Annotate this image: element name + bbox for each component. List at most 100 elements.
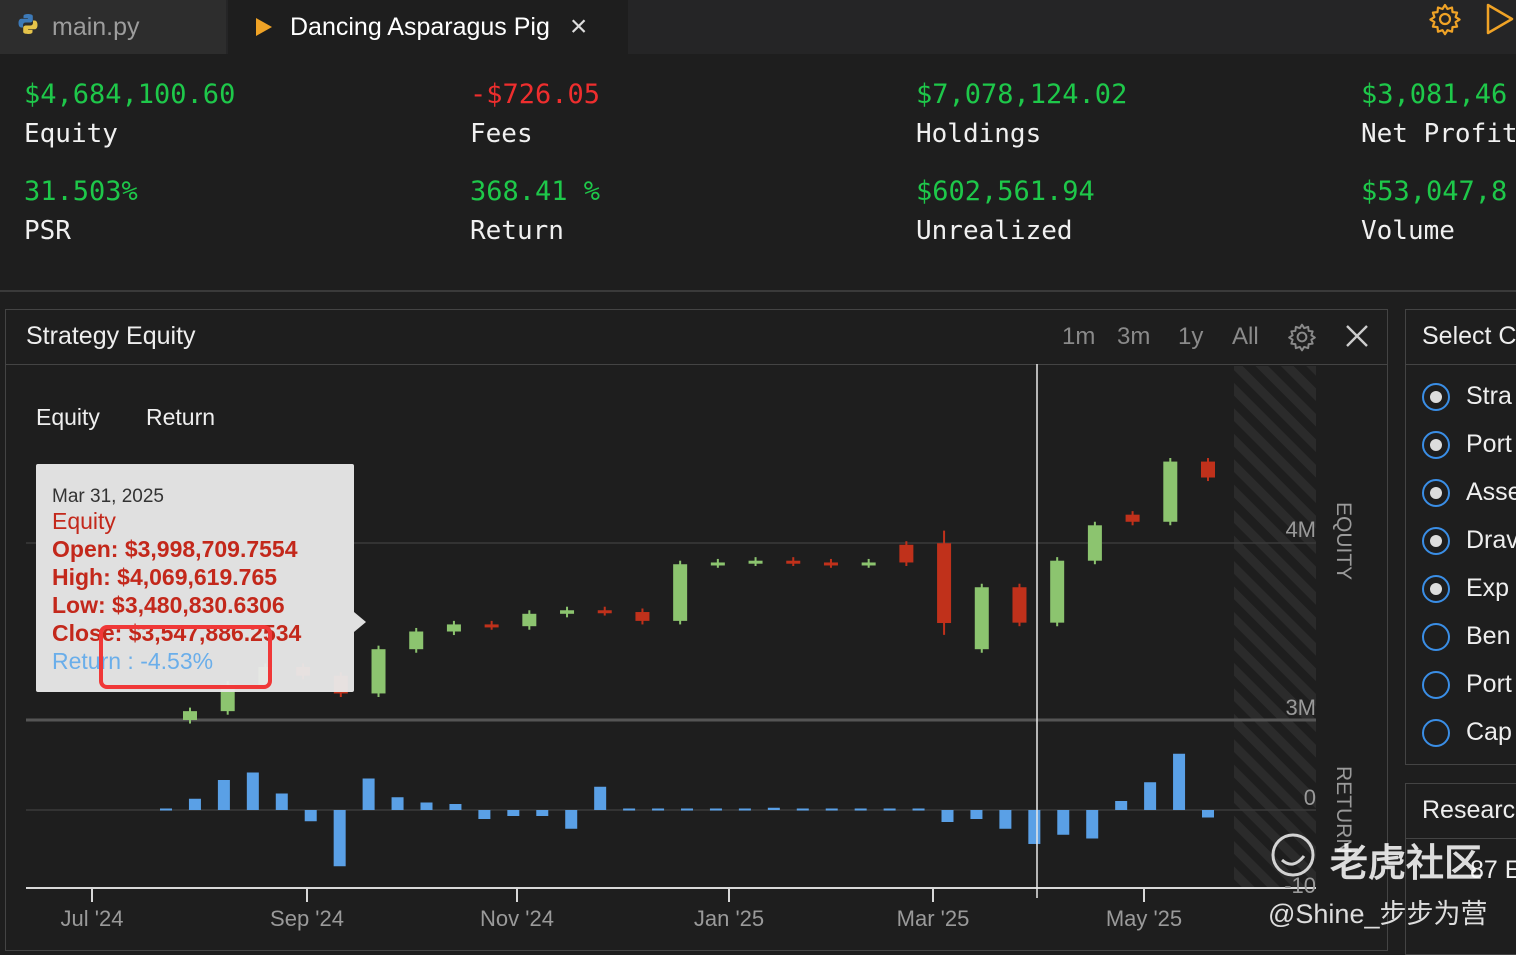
series-option[interactable]: Exp (1422, 574, 1509, 603)
x-tick-label: May '25 (1106, 906, 1182, 931)
candle (1087, 525, 1102, 561)
return-bar (160, 808, 172, 811)
candle (748, 560, 763, 564)
divider (1406, 364, 1516, 365)
range-1y-button[interactable]: 1y (1178, 323, 1204, 350)
radio-unchecked-icon[interactable] (1422, 622, 1450, 651)
radio-unchecked-icon[interactable] (1422, 718, 1450, 747)
watermark-handle: @Shine_步步为营 (1268, 899, 1488, 929)
return-bar (1144, 782, 1157, 810)
candle (597, 610, 612, 614)
x-tick-label: Jan '25 (694, 906, 764, 931)
close-icon[interactable] (1344, 323, 1370, 354)
stats-panel: $4,684,100.60 Equity -$726.05 Fees $7,07… (0, 54, 1516, 290)
tooltip-open: Open: $3,998,709.7554 (52, 536, 298, 562)
stat-label: Holdings (916, 119, 1042, 149)
series-option-label: Cap (1466, 718, 1512, 746)
radio-checked-icon[interactable] (1422, 382, 1450, 411)
radio-dot (1430, 438, 1442, 451)
return-bar (391, 797, 404, 810)
play-icon[interactable] (1484, 2, 1514, 41)
candle (522, 613, 537, 627)
series-option[interactable]: Port (1422, 670, 1512, 699)
stat-label: Unrealized (916, 216, 1073, 246)
series-option-label: Ben (1466, 622, 1511, 650)
return-bar (246, 772, 259, 810)
equity-chart[interactable]: Jul '24 Sep '24 Nov '24 Jan '25 Mar '25 May '… (6, 364, 1386, 944)
candle (974, 587, 989, 650)
candle (861, 562, 876, 566)
tooltip-high: High: $4,069,619.765 (52, 564, 278, 590)
radio-checked-icon[interactable] (1422, 526, 1450, 555)
tooltip-date: Mar 31, 2025 (52, 486, 164, 507)
stat-return: 368.41 % Return (470, 175, 600, 248)
close-icon[interactable]: × (569, 10, 588, 43)
candle (1201, 461, 1215, 478)
tab-main-py[interactable]: main.py (0, 0, 226, 54)
y-axis-title: RETURN (1332, 766, 1355, 854)
watermark-site: 老虎社区 (1330, 843, 1483, 885)
candle (371, 649, 386, 694)
y-tick-label: 4M (1285, 517, 1316, 542)
return-bar (652, 808, 665, 811)
range-1m-button[interactable]: 1m (1062, 323, 1096, 350)
stat-holdings: $7,078,124.02 Holdings (916, 78, 1127, 151)
candle (1163, 461, 1178, 522)
radio-checked-icon[interactable] (1422, 574, 1450, 603)
series-option-label: Drav (1466, 526, 1516, 554)
return-bar (1173, 753, 1186, 810)
radio-unchecked-icon[interactable] (1422, 670, 1450, 699)
tab-bar: main.py Dancing Asparagus Pig × (0, 0, 1516, 54)
series-option-label: Exp (1466, 574, 1510, 602)
candle (1012, 587, 1027, 623)
stat-value: 368.41 % (470, 176, 601, 207)
panel-title: Strategy Equity (26, 322, 196, 350)
stat-equity: $4,684,100.60 Equity (24, 78, 235, 151)
series-option[interactable]: Cap (1422, 718, 1512, 747)
legend-return[interactable]: Return (146, 404, 216, 430)
panel-header: Strategy Equity 1m 3m 1y All (6, 310, 1387, 365)
radio-dot (1430, 390, 1442, 403)
x-tick-label: Nov '24 (480, 906, 554, 931)
return-bar (738, 808, 751, 811)
return-bar (1028, 810, 1041, 844)
legend-equity[interactable]: Equity (36, 404, 100, 430)
series-option[interactable]: Asse (1422, 478, 1516, 507)
highlight-box (99, 625, 272, 689)
range-all-button[interactable]: All (1232, 323, 1259, 350)
stat-label: Fees (470, 119, 533, 149)
radio-checked-icon[interactable] (1422, 430, 1450, 459)
research-text: 87 E (1470, 856, 1516, 884)
tab-dancing-asparagus-pig[interactable]: Dancing Asparagus Pig × (228, 0, 628, 54)
series-option[interactable]: Port (1422, 430, 1512, 459)
radio-checked-icon[interactable] (1422, 478, 1450, 507)
y-tick-label: 0 (1304, 785, 1316, 810)
select-panel-title: Select C (1422, 322, 1516, 350)
stat-value: $4,684,100.60 (24, 79, 236, 110)
gear-icon[interactable] (1287, 322, 1317, 357)
radio-dot (1430, 486, 1442, 499)
range-3m-button[interactable]: 3m (1117, 323, 1151, 350)
research-panel: Researc 87 E (1405, 783, 1516, 955)
stat-label: Net Profit (1361, 119, 1516, 149)
x-tick-label: Jul '24 (61, 906, 124, 931)
gear-icon[interactable] (1428, 2, 1462, 41)
return-bar (883, 808, 896, 811)
series-option[interactable]: Stra (1422, 382, 1512, 411)
return-bar (1202, 810, 1214, 818)
tooltip-return: Return : -4.53% (52, 648, 214, 674)
return-bar (507, 810, 520, 816)
return-bar (1086, 810, 1099, 839)
return-bar (767, 807, 780, 810)
candle (1125, 514, 1140, 522)
return-bar (970, 810, 983, 819)
chart-tooltip: Mar 31, 2025 Equity Open: $3,998,709.755… (36, 464, 366, 692)
return-bar (478, 810, 491, 819)
return-bar (217, 780, 230, 810)
y-axis-title: EQUITY (1332, 502, 1355, 580)
series-option[interactable]: Drav (1422, 526, 1516, 555)
series-option-label: Port (1466, 430, 1512, 458)
series-option[interactable]: Ben (1422, 622, 1510, 651)
stat-psr: 31.503% PSR (24, 175, 138, 248)
return-bar (420, 802, 433, 810)
